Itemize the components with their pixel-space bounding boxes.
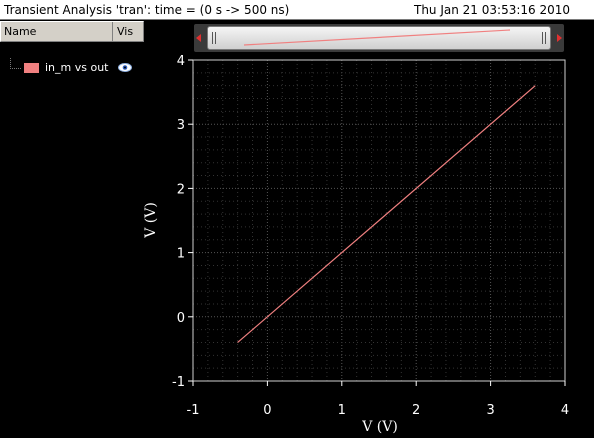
legend-column-separator[interactable] xyxy=(112,22,113,41)
arrow-left-icon[interactable] xyxy=(196,34,201,42)
y-tick-label: 1 xyxy=(177,247,185,262)
x-tick-labels: -1 0 1 2 3 4 xyxy=(187,403,570,418)
legend-header: Name Vis xyxy=(0,21,144,42)
x-tick-label: -1 xyxy=(187,403,200,418)
y-tick-label: 0 xyxy=(177,311,185,326)
analysis-datetime: Thu Jan 21 03:53:16 2010 xyxy=(414,3,570,17)
y-axis-label: V (V) xyxy=(143,202,159,239)
overview-trace xyxy=(243,29,511,46)
legend-column-vis[interactable]: Vis xyxy=(117,25,134,38)
y-tick-label: -1 xyxy=(172,375,185,390)
y-tick-label: 4 xyxy=(177,54,185,69)
x-axis-label: V (V) xyxy=(361,419,398,435)
legend-column-name[interactable]: Name xyxy=(4,25,37,38)
scrollbar-thumb[interactable] xyxy=(207,26,551,50)
plot-axes xyxy=(188,59,566,386)
x-tick-label: 1 xyxy=(338,403,346,418)
y-tick-label: 2 xyxy=(177,182,185,197)
plot-frame xyxy=(192,59,566,382)
x-tick-label: 4 xyxy=(561,403,569,418)
time-range-scrollbar[interactable] xyxy=(194,24,564,52)
plot-series xyxy=(237,85,536,343)
legend-color-swatch xyxy=(24,63,39,73)
tree-connector xyxy=(10,58,21,69)
arrow-right-icon[interactable] xyxy=(557,34,562,42)
plot-grid xyxy=(192,59,566,382)
eye-icon[interactable] xyxy=(118,63,132,72)
x-tick-label: 2 xyxy=(412,403,420,418)
analysis-title: Transient Analysis 'tran': time = (0 s -… xyxy=(4,3,290,17)
window-titlebar: Transient Analysis 'tran': time = (0 s -… xyxy=(0,0,594,20)
x-tick-label: 0 xyxy=(263,403,271,418)
thumb-grip-left[interactable] xyxy=(212,32,216,44)
y-tick-labels: -1 0 1 2 3 4 xyxy=(172,54,185,390)
x-tick-label: 3 xyxy=(486,403,494,418)
series-line xyxy=(237,85,536,343)
y-tick-label: 3 xyxy=(177,118,185,133)
legend-item-label: in_m vs out xyxy=(45,61,109,74)
thumb-grip-right[interactable] xyxy=(542,32,546,44)
